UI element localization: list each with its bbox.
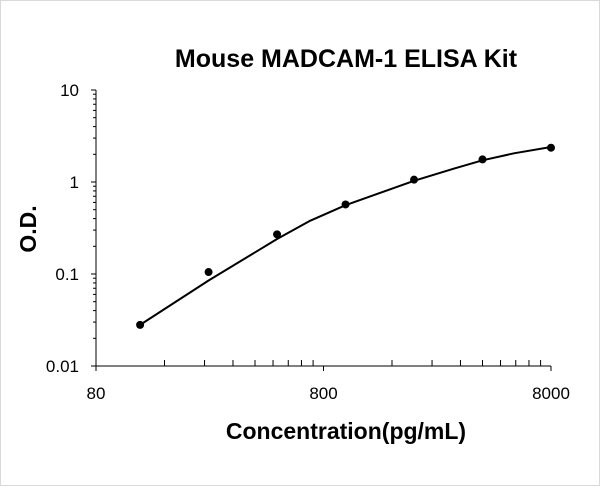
plot-area: 0.01 0.1 1 10 80 800 8000 <box>46 81 570 403</box>
x-tick-label: 8000 <box>532 384 570 403</box>
x-tick-label: 80 <box>87 384 106 403</box>
x-axis-title: Concentration(pg/mL) <box>226 418 466 444</box>
data-point <box>341 200 350 209</box>
fit-curve-line <box>139 146 552 326</box>
y-tick-label: 10 <box>60 81 79 100</box>
y-axis-title: O.D. <box>15 205 41 252</box>
data-point <box>547 143 555 152</box>
y-tick-label: 0.1 <box>55 265 79 284</box>
data-point <box>204 268 213 277</box>
x-tick-label: 800 <box>309 384 337 403</box>
data-point <box>410 175 419 184</box>
chart-title: Mouse MADCAM-1 ELISA Kit <box>175 45 518 73</box>
data-point <box>273 230 282 239</box>
data-point <box>478 155 487 164</box>
y-tick-label: 1 <box>70 173 79 192</box>
y-tick-label: 0.01 <box>46 357 79 376</box>
data-point <box>136 320 145 329</box>
